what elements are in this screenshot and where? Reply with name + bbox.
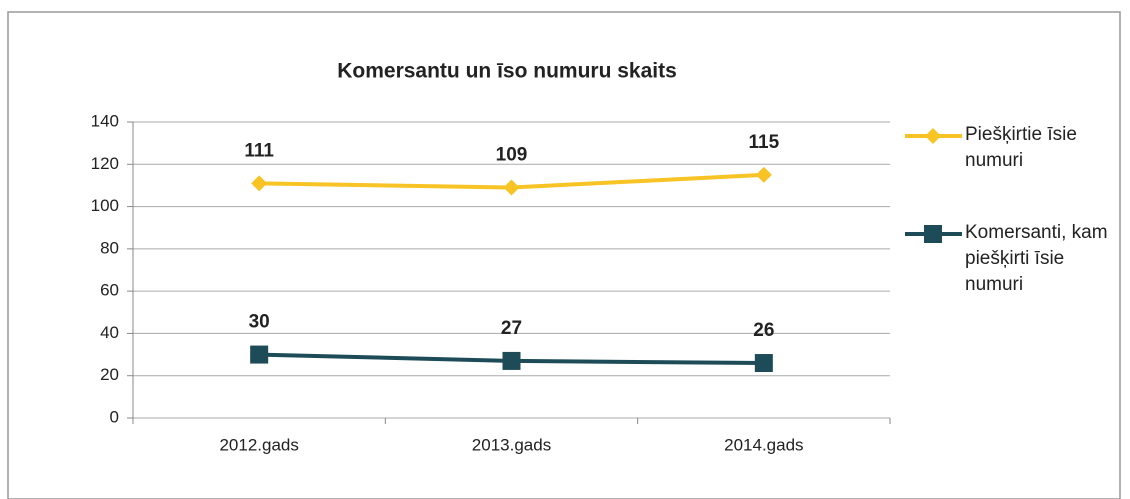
chart-frame	[7, 11, 1121, 499]
y-tick-label: 120	[91, 154, 119, 173]
legend-label: Piešķirtie īsie numuri	[965, 124, 1077, 171]
legend-label: Komersanti, kam piešķirti īsie numuri	[965, 222, 1108, 295]
point	[755, 166, 772, 183]
point	[250, 345, 269, 364]
point	[502, 351, 521, 370]
y-tick-label: 80	[100, 238, 119, 257]
data-label: 115	[749, 132, 780, 153]
x-tick-label: 2014.gads	[724, 435, 803, 454]
legend-marker	[924, 225, 942, 243]
y-tick-label: 40	[100, 323, 119, 342]
y-tick-label: 140	[91, 111, 119, 130]
x-tick-label: 2013.gads	[472, 435, 551, 454]
point	[503, 179, 520, 196]
y-tick-label: 100	[91, 196, 119, 215]
data-label: 27	[501, 318, 522, 339]
x-tick-label: 2012.gads	[219, 435, 298, 454]
y-tick-label: 20	[100, 365, 119, 384]
data-label: 30	[249, 312, 270, 333]
chart-title: Komersantu un īso numuru skaits	[337, 60, 677, 83]
legend-marker	[925, 128, 941, 144]
y-tick-label: 60	[100, 281, 119, 300]
y-tick-label: 0	[110, 407, 119, 426]
point	[754, 354, 773, 373]
point	[251, 175, 268, 192]
data-label: 26	[753, 320, 774, 341]
data-label: 109	[496, 145, 528, 166]
data-label: 111	[244, 140, 274, 161]
